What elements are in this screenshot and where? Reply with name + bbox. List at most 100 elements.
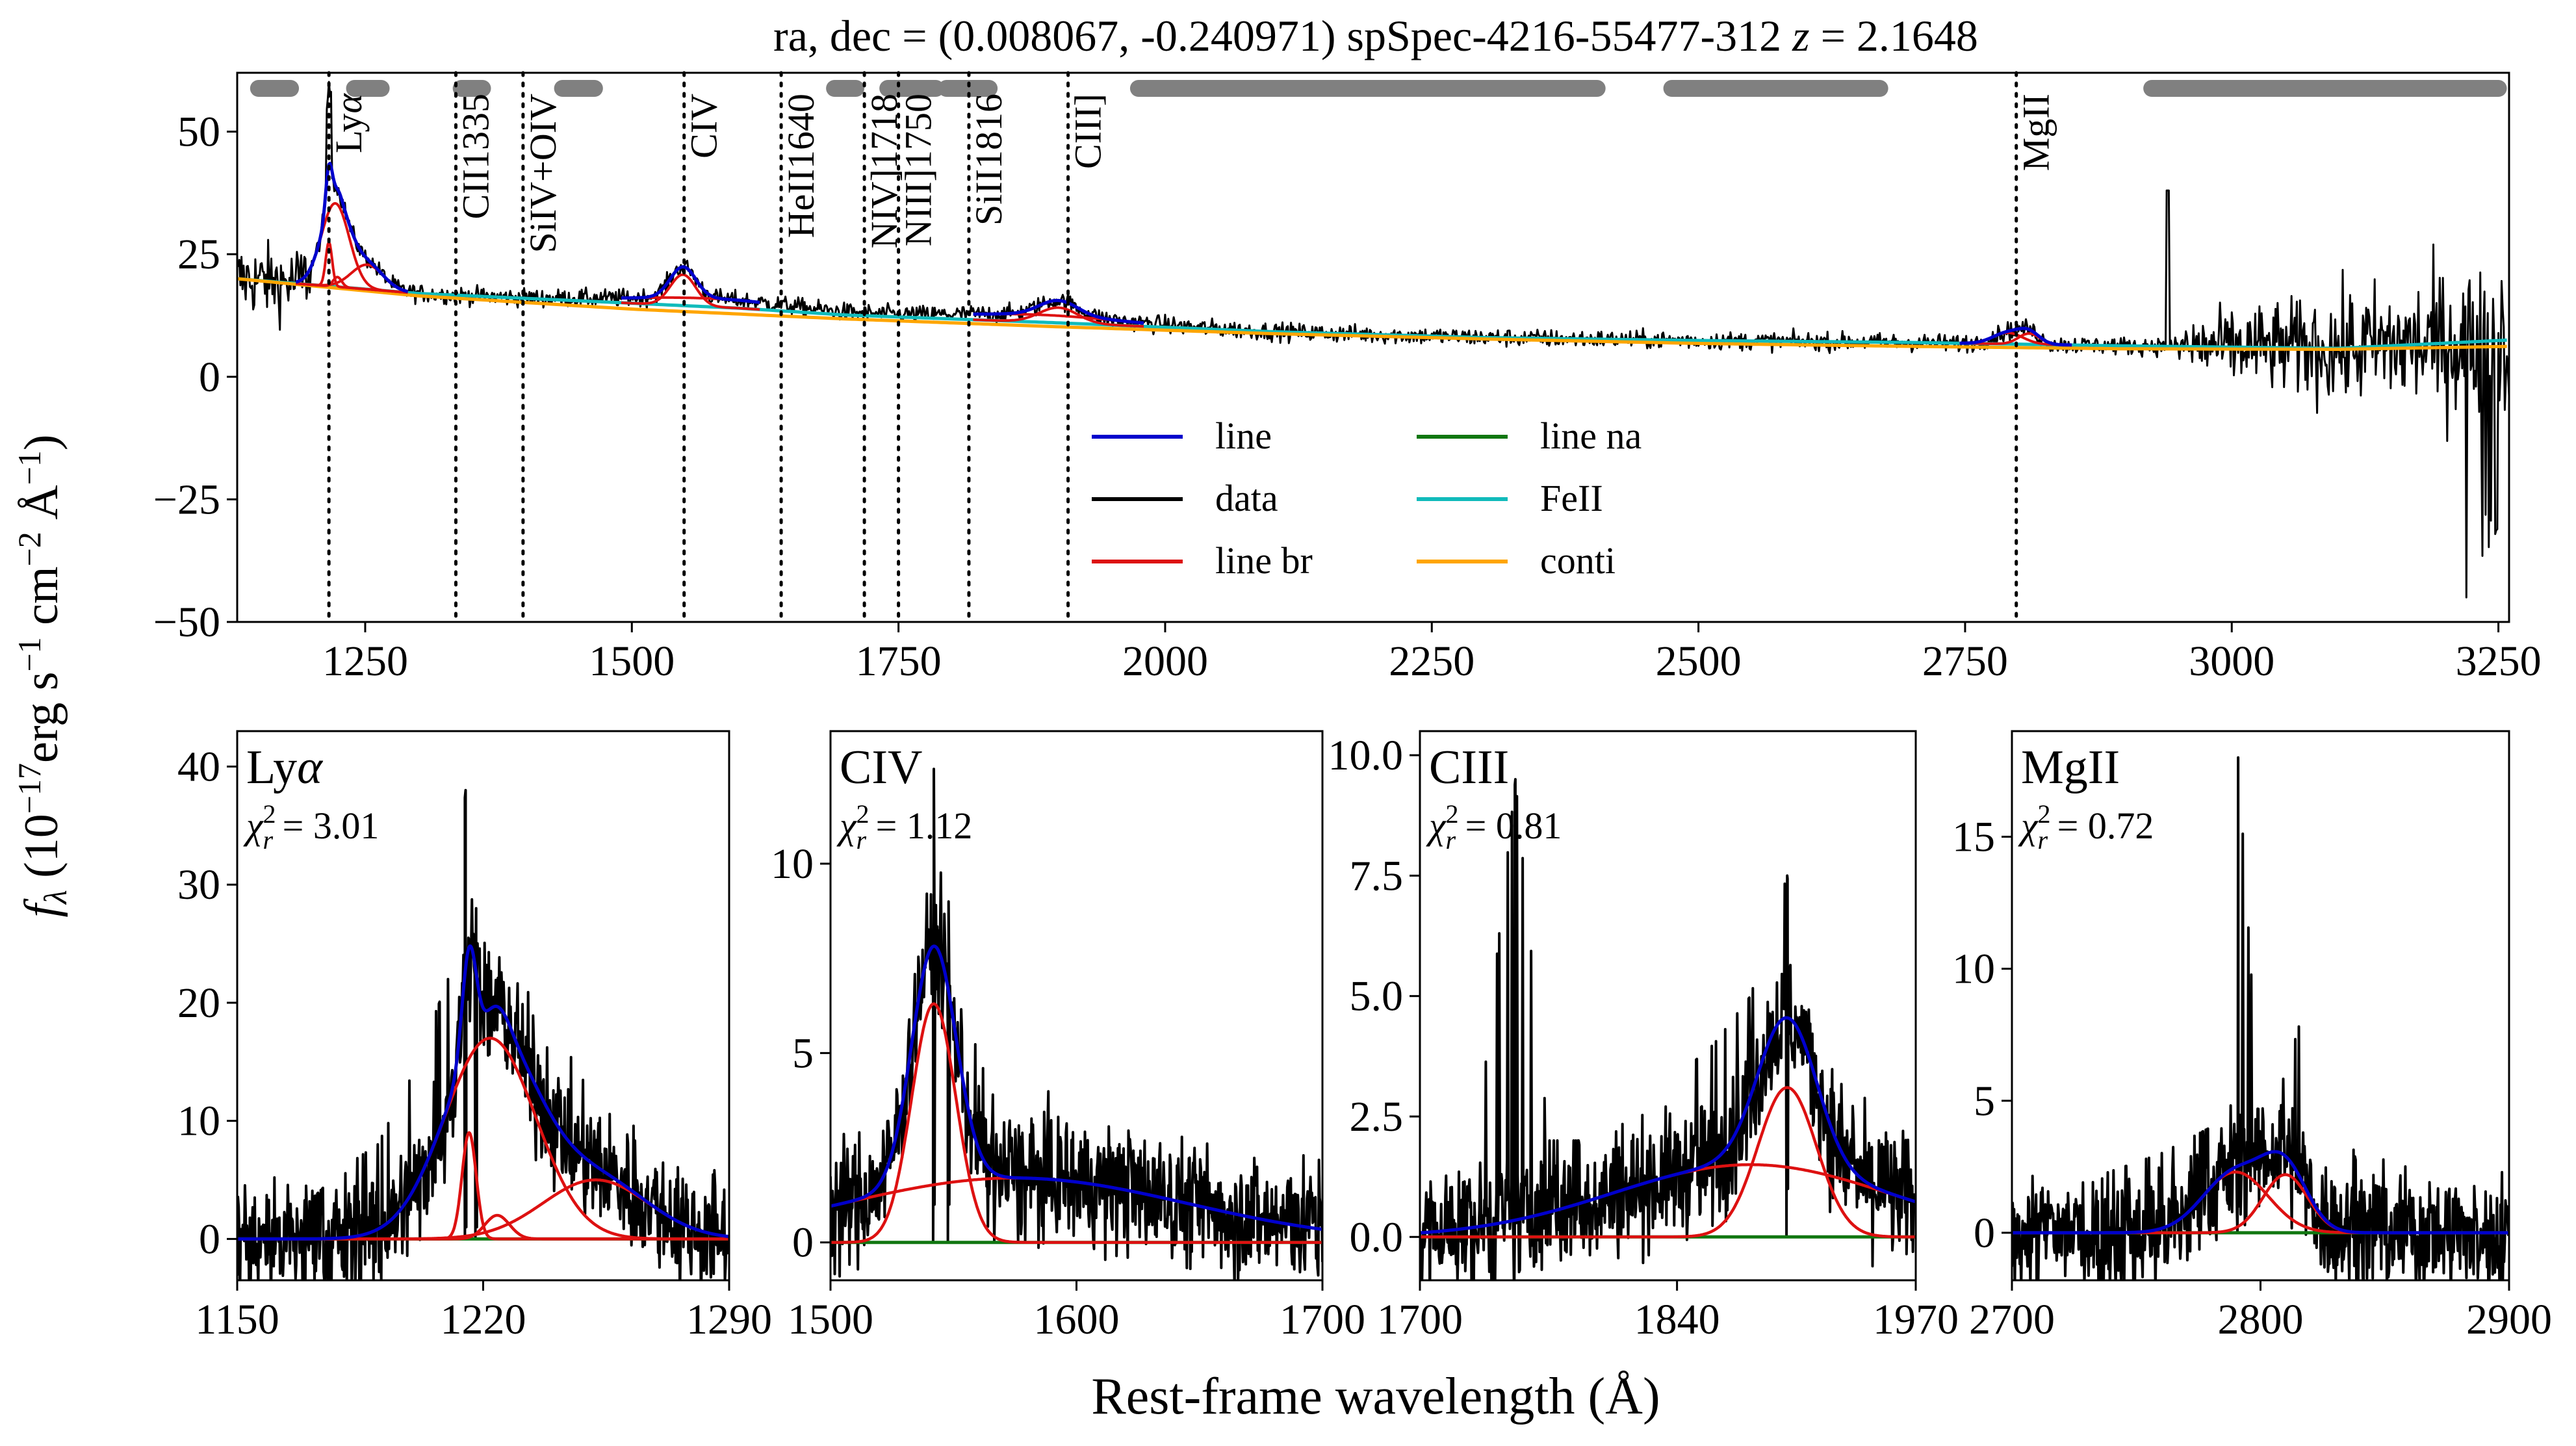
broad-component-line — [973, 306, 1144, 328]
data-series-line — [237, 81, 2509, 599]
zoom-2-xtick-label: 1500 — [788, 1296, 873, 1343]
zoom-axes-frame — [829, 730, 1324, 1282]
marker-label-main: Ly — [328, 113, 370, 153]
main-xtick-label: 2750 — [1922, 638, 2008, 685]
line-marker-label: CII1335 — [454, 94, 496, 219]
chi2-sup: 2 — [263, 799, 276, 829]
zoom-2-ytick-label: 10 — [771, 840, 814, 888]
broad-component-line — [831, 1002, 1322, 1244]
line-marker-label: SiII1816 — [968, 94, 1010, 226]
zoom-4-xtick-label: 2800 — [2218, 1296, 2304, 1343]
zoom-2-xtick-label: 1700 — [1280, 1296, 1365, 1343]
total-line-model — [972, 298, 1144, 325]
zoom-4-xtick-label: 2900 — [2466, 1296, 2552, 1343]
chi2-symbol: χ — [836, 805, 857, 847]
main-spectrum-panel: 1250 1500 1750 2000 2250 2500 2750 3000 3250 −50 −… — [153, 71, 2542, 685]
x-axis-label: Rest-frame wavelength (Å) — [1091, 1368, 1660, 1425]
zoom-data-series-line — [831, 768, 1322, 1280]
zoom-2-ytick-label: 0 — [792, 1219, 814, 1267]
chi2-value: = 0.81 — [1456, 805, 1562, 847]
zoom-3-xtick-label: 1840 — [1634, 1296, 1720, 1343]
legend-label: FeII — [1540, 477, 1603, 519]
panel-line-name: CIV — [840, 741, 922, 794]
zoom-3-ytick-label: 10.0 — [1328, 732, 1404, 779]
chi2-symbol: χ — [243, 805, 264, 847]
panel-line-name: Lyα — [246, 741, 324, 794]
zoom-1-ytick-label: 20 — [177, 979, 220, 1027]
chi2-sub: r — [2038, 825, 2048, 855]
zoom-1-xtick-label: 1150 — [195, 1296, 279, 1343]
zoom-4-ytick-label: 5 — [1974, 1078, 1995, 1125]
legend-label: data — [1215, 477, 1278, 519]
zoom-4-ytick-label: 10 — [1952, 946, 1995, 993]
panel-chi2-label: χ2 r = 3.01 — [243, 799, 379, 855]
total-line-model — [295, 161, 409, 294]
zoom-3-xtick-label: 1700 — [1377, 1296, 1463, 1343]
zoom-3-ytick-label: 5.0 — [1350, 973, 1404, 1020]
chi2-sup: 2 — [2038, 799, 2051, 829]
zoom-1-xtick-label: 1220 — [441, 1296, 526, 1343]
zoom-2-ytick-label: 5 — [792, 1029, 814, 1077]
chi2-sub: r — [1446, 825, 1456, 855]
y-axis-label: fλ (10−17erg s−1 cm−2 Å−1) — [11, 434, 73, 917]
chi2-symbol: χ — [2018, 805, 2039, 847]
zoom-1-ytick-label: 0 — [199, 1215, 220, 1263]
figure-title: ra, dec = (0.008067, -0.240971) spSpec-4… — [773, 11, 1978, 60]
panel-line-name-main: Ly — [246, 741, 297, 794]
chi2-sup: 2 — [857, 799, 869, 829]
feii-series-line — [237, 277, 2507, 350]
chi2-value: = 3.01 — [273, 805, 379, 847]
line-marker-label: NIV]1718 — [863, 94, 905, 248]
main-ytick-label: 0 — [199, 354, 220, 401]
legend-label: line na — [1540, 415, 1642, 457]
total-line-model — [2012, 1150, 2509, 1235]
line-marker-label: SiIV+OIV — [522, 94, 564, 253]
main-xtick-label: 3250 — [2456, 638, 2542, 685]
line-marker-label: Lyα — [328, 92, 370, 153]
main-xtick-label: 1750 — [856, 638, 942, 685]
line-marker-label: CIV — [683, 94, 725, 159]
zoom-3-ytick-label: 7.5 — [1350, 852, 1404, 899]
legend: line data line br line na FeII conti — [1092, 415, 1642, 582]
zoom-3-ytick-label: 2.5 — [1350, 1093, 1404, 1141]
chi2-sub: r — [263, 825, 274, 855]
main-ytick-label: 50 — [177, 109, 220, 156]
broad-component-line — [621, 273, 760, 311]
legend-label: conti — [1540, 539, 1616, 582]
zoom-1-ytick-label: 40 — [177, 743, 220, 791]
zoom-data-series-line — [237, 788, 729, 1280]
zoom-4-ytick-label: 15 — [1952, 814, 1995, 861]
panel-chi2-label: χ2 r = 0.81 — [1426, 799, 1562, 855]
legend-label: line br — [1215, 539, 1313, 582]
line-marker-label: CIII] — [1067, 94, 1109, 169]
main-axes-frame — [236, 71, 2510, 623]
panel-line-name: MgII — [2021, 741, 2120, 794]
line-marker-label: NIII]1750 — [897, 94, 940, 246]
chi2-value: = 0.72 — [2048, 805, 2154, 847]
chi2-symbol: χ — [1426, 805, 1447, 847]
main-xtick-label: 1250 — [322, 638, 408, 685]
legend-label: line — [1215, 415, 1272, 457]
line-marker-label: HeII1640 — [780, 94, 822, 238]
zoom-3-xtick-label: 1970 — [1873, 1296, 1959, 1343]
total-line-model — [621, 265, 761, 304]
panel-line-name: CIII — [1429, 741, 1509, 794]
marker-label-greek: α — [328, 92, 370, 113]
broad-component-line — [295, 201, 408, 294]
total-line-model — [831, 944, 1322, 1232]
zoom-axes-frame — [2011, 730, 2510, 1282]
total-line-model — [237, 944, 729, 1241]
chi2-sub: r — [857, 825, 867, 855]
main-ytick-label: −50 — [153, 599, 220, 646]
main-xtick-label: 1500 — [589, 638, 675, 685]
total-line-model — [1420, 1016, 1916, 1235]
zoom-1-ytick-label: 30 — [177, 861, 220, 909]
zoom-3-ytick-label: 0.0 — [1350, 1213, 1404, 1261]
broad-component-line — [1420, 1086, 1916, 1239]
total-line-model — [1959, 326, 2072, 347]
